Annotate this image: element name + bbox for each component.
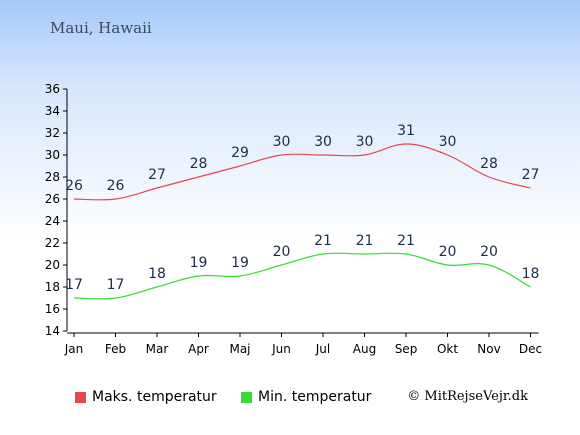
max-temp-label: 30: [439, 134, 457, 150]
copyright-text: © MitRejseVejr.dk: [407, 389, 528, 404]
y-tick-label: 36: [45, 82, 60, 96]
legend-item-min: Min. temperatur: [241, 389, 371, 405]
y-tick-label: 20: [45, 258, 60, 272]
max-temp-label: 27: [148, 167, 166, 183]
legend-label-min: Min. temperatur: [258, 389, 372, 405]
legend-item-max: Maks. temperatur: [75, 389, 217, 405]
legend-label-max: Maks. temperatur: [92, 389, 217, 405]
x-tick-label: Aug: [353, 342, 376, 356]
max-temp-line: [73, 143, 531, 201]
y-tick-label: 32: [45, 126, 60, 140]
x-tick-label: Jul: [315, 342, 330, 356]
max-temp-label: 30: [273, 134, 291, 150]
min-temp-line: [73, 252, 531, 300]
x-tick-label: Mar: [146, 342, 169, 356]
min-temp-label: 18: [522, 266, 540, 282]
x-tick-label: Jan: [64, 342, 84, 356]
min-temp-label: 19: [190, 255, 208, 271]
x-tick-label: Feb: [105, 342, 126, 356]
min-temp-label: 21: [397, 233, 415, 249]
y-tick-label: 34: [45, 104, 60, 118]
min-temp-label: 20: [273, 244, 291, 260]
y-tick-label: 24: [45, 214, 60, 228]
max-temp-label: 29: [231, 145, 249, 161]
axes: 14 16 18 20 22 24 26 28 30 32 34 36 Jan Feb Mar Apr Maj J…: [45, 82, 542, 356]
y-tick-label: 30: [45, 148, 60, 162]
min-temp-label: 21: [314, 233, 332, 249]
series-lines: [73, 143, 531, 300]
min-temp-label: 21: [356, 233, 374, 249]
min-temp-label: 20: [480, 244, 498, 260]
chart-title: Maui, Hawaii: [50, 19, 152, 37]
max-temp-label: 26: [107, 178, 125, 194]
x-tick-label: Apr: [188, 342, 209, 356]
min-temp-label: 18: [148, 266, 166, 282]
max-temp-label: 30: [356, 134, 374, 150]
y-tick-label: 16: [45, 302, 60, 316]
min-temp-label: 20: [439, 244, 457, 260]
data-labels: 26 26 27 28 29 30 30 30 31 30 28 27 17 17 18 19 19 20 21 21…: [65, 123, 539, 293]
y-tick-label: 14: [45, 324, 60, 338]
x-tick-label: Okt: [437, 342, 458, 356]
x-tick-label: Jun: [271, 342, 291, 356]
x-tick-label: Nov: [477, 342, 500, 356]
min-temp-label: 19: [231, 255, 249, 271]
max-temp-label: 27: [522, 167, 540, 183]
max-temp-label: 31: [397, 123, 415, 139]
min-temp-label: 17: [65, 277, 83, 293]
max-temp-label: 28: [190, 156, 208, 172]
min-temp-label: 17: [107, 277, 125, 293]
x-tick-label: Sep: [395, 342, 418, 356]
x-tick-label: Dec: [519, 342, 542, 356]
max-temp-label: 28: [480, 156, 498, 172]
y-tick-label: 28: [45, 170, 60, 184]
y-tick-label: 22: [45, 236, 60, 250]
max-temp-label: 30: [314, 134, 332, 150]
y-tick-label: 26: [45, 192, 60, 206]
y-tick-label: 18: [45, 280, 60, 294]
legend-swatch-min: [241, 391, 252, 403]
legend-swatch-max: [75, 391, 86, 403]
max-temp-label: 26: [65, 178, 83, 194]
x-tick-label: Maj: [229, 342, 250, 356]
